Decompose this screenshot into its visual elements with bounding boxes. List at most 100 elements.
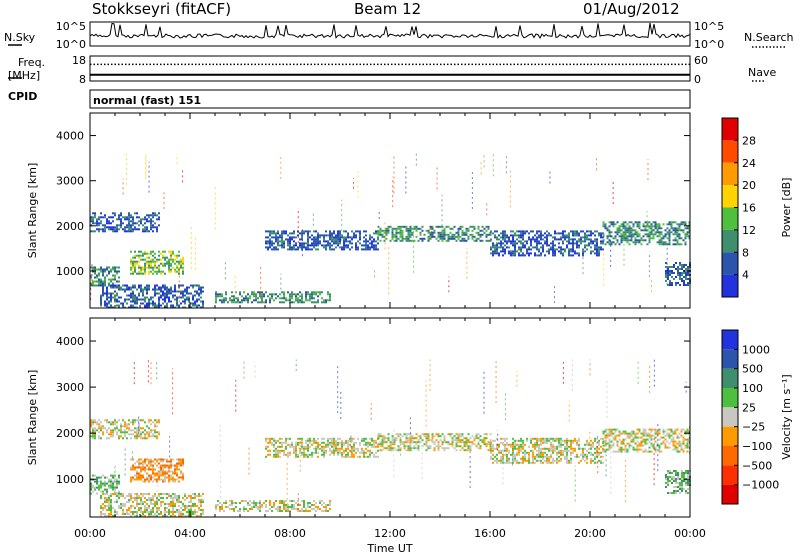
velocity-cell [650,450,653,453]
power-cell [423,237,426,240]
velocity-cell [142,501,144,503]
power-cell [576,230,578,233]
power-cell [325,248,327,251]
power-cell [156,266,158,269]
power-cell [102,294,104,297]
velocity-cell [393,439,396,442]
power-cell [297,293,299,296]
velocity-region [490,437,604,464]
velocity-cell [166,460,168,463]
power-cell [522,236,524,239]
power-cell [158,264,160,267]
velocity-cell [536,439,538,442]
power-cell [542,248,544,251]
power-cell [646,221,649,224]
velocity-ytick-label: 1000 [56,473,84,486]
power-cell [108,220,110,223]
velocity-cell [188,509,190,511]
power-cell [305,295,307,298]
velocity-cell [130,458,132,461]
power-cell [542,250,544,253]
velocity-cell [321,504,323,506]
power-cell [331,236,333,239]
velocity-cell [584,453,586,456]
velocity-cell [140,493,142,495]
velocity-cell [345,453,347,456]
velocity-cell [289,500,291,502]
power-cell [329,238,331,241]
power-cell [188,292,190,295]
velocity-cell [610,444,613,447]
velocity-cell [500,437,502,440]
velocity-cell [321,437,323,440]
power-cell [670,221,673,224]
velocity-cell [152,499,154,501]
power-cell [323,240,325,243]
power-cell [407,237,410,240]
power-cell [502,250,504,253]
velocity-cell [672,430,675,433]
power-cell [528,232,530,235]
velocity-cell [514,439,516,442]
power-cell [580,230,582,233]
power-cell [375,232,377,235]
power-cell [606,237,609,240]
power-cell [608,231,611,234]
power-cell [124,228,126,231]
freq-label: Freq. [18,56,46,69]
velocity-cell [245,508,247,510]
power-cell [498,234,500,237]
velocity-cell [273,455,275,458]
velocity-cell [158,474,160,477]
power-cell [130,292,132,295]
power-cell [132,224,134,227]
velocity-cell [393,437,396,440]
power-cell [146,304,148,307]
velocity-cell [112,515,114,517]
power-cell [669,266,671,268]
power-cell [215,295,217,298]
power-cell [560,238,562,241]
power-cell [594,248,596,251]
power-cell [233,301,235,304]
power-cell [162,254,164,257]
velocity-cell [140,431,142,434]
velocity-cell [638,428,641,431]
power-cell [146,302,148,305]
velocity-cell [317,443,319,446]
velocity-cell [417,441,420,444]
power-cell [514,244,516,247]
power-cell [648,239,651,242]
velocity-cell [530,461,532,464]
velocity-cell [108,480,110,483]
velocity-cell [680,444,683,447]
velocity-cell [182,515,184,517]
velocity-cell [341,445,343,448]
velocity-cell [552,449,554,452]
velocity-cell [504,439,506,442]
velocity-cell [626,436,629,439]
power-cell [564,234,566,237]
velocity-cell [170,466,172,469]
power-cell [594,234,596,237]
power-cell [485,233,488,236]
velocity-cell [455,449,458,452]
velocity-cell [393,443,396,446]
velocity-cell [612,436,615,439]
power-cell [588,242,590,245]
velocity-cell [622,438,625,441]
power-cell [102,272,104,275]
power-cell [683,276,685,278]
velocity-cell [128,423,130,426]
velocity-cell [664,446,667,449]
velocity-cell [273,502,275,504]
velocity-cell [140,503,142,505]
velocity-cell [152,460,154,463]
power-cell [656,235,659,238]
power-cell [283,293,285,296]
power-cell [104,300,106,303]
power-ytick-label: 3000 [56,175,84,188]
power-cell [679,262,681,264]
velocity-cell [554,445,556,448]
velocity-cell [311,508,313,510]
